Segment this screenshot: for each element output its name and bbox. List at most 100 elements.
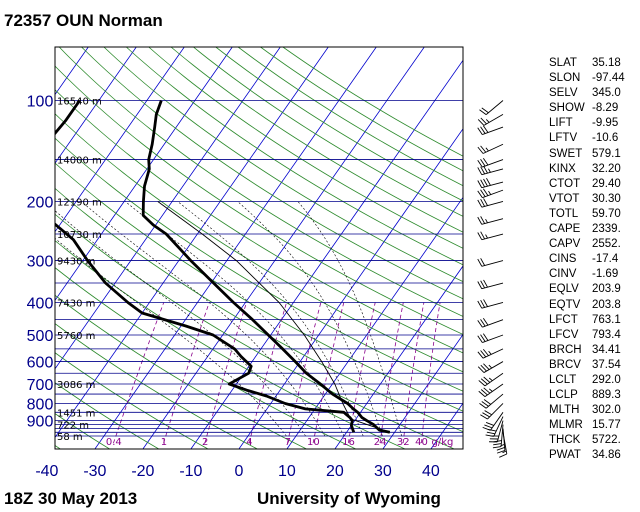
- index-name: KINX: [549, 162, 576, 175]
- height-label: 7430 m: [57, 298, 95, 309]
- barb-staff: [482, 319, 504, 328]
- wind-barb: [477, 143, 504, 154]
- barb-staff: [496, 420, 504, 443]
- barb-feather: [480, 350, 487, 358]
- barb-feather: [482, 348, 489, 356]
- mixing-ratio-line: [379, 302, 404, 444]
- isotherm-line: [142, 47, 425, 449]
- pressure-tick-label: 400: [27, 295, 54, 312]
- dry-adiabat-line: [58, 47, 463, 317]
- height-label: 58 m: [57, 432, 83, 443]
- dry-adiabat-line: [55, 213, 455, 449]
- barb-feather: [477, 146, 484, 154]
- barb-feather: [492, 446, 502, 449]
- barb-feather: [480, 231, 486, 240]
- wind-barb: [482, 412, 504, 431]
- barb-feather: [480, 258, 486, 266]
- parcel-path-line: [157, 201, 390, 433]
- mixing-ratio-line: [312, 302, 345, 444]
- index-name: SLAT: [549, 57, 577, 69]
- dry-adiabat-line: [193, 47, 463, 217]
- dry-adiabat-line: [103, 47, 463, 283]
- index-row-cinv: CINV -1.69: [549, 267, 639, 282]
- pressure-tick-label: 600: [27, 355, 54, 372]
- temperature-tick-label: 10: [278, 463, 296, 480]
- dry-adiabat-line: [260, 47, 463, 172]
- observation-time: 18Z 30 May 2013: [4, 489, 138, 508]
- index-name: CINS: [549, 253, 577, 266]
- barb-staff: [481, 233, 504, 241]
- dry-adiabat-line: [55, 89, 463, 354]
- index-value: -97.44: [592, 72, 625, 85]
- index-row-swet: SWET 579.1: [549, 147, 639, 162]
- barb-staff: [482, 334, 504, 343]
- dry-adiabat-line: [237, 47, 463, 187]
- barb-feather: [480, 280, 486, 289]
- wind-barb: [477, 333, 504, 343]
- index-name: TOTL: [549, 207, 579, 220]
- dry-adiabat-line: [55, 65, 463, 335]
- isotherm-line: [55, 47, 233, 301]
- barb-feather: [477, 190, 483, 198]
- barb-staff: [484, 372, 504, 387]
- barb-staff: [482, 143, 504, 154]
- index-value: 5722.: [592, 434, 621, 447]
- barb-feather: [481, 401, 489, 407]
- temperature-tick-label: -10: [179, 463, 202, 480]
- index-row-cape: CAPE 2339.: [549, 222, 639, 237]
- dry-adiabat-line: [126, 47, 463, 266]
- barb-feather: [477, 351, 484, 359]
- barb-feather: [480, 126, 486, 134]
- wind-barb: [478, 372, 504, 387]
- barb-feather: [482, 426, 491, 431]
- wind-barb: [477, 157, 504, 168]
- mixing-ratio-line: [113, 302, 165, 444]
- barb-staff: [483, 361, 504, 373]
- index-value: 34.86: [592, 449, 621, 462]
- index-value: 203.8: [592, 298, 621, 311]
- wind-barb: [480, 403, 504, 420]
- mixing-ratio-line: [204, 302, 247, 444]
- mixing-ratio-line: [248, 302, 287, 444]
- barb-feather: [483, 178, 488, 187]
- barb-feather: [496, 450, 506, 454]
- index-row-cins: CINS -17.4: [549, 252, 639, 267]
- barb-half-feather: [488, 377, 493, 382]
- barb-feather: [477, 216, 483, 225]
- index-value: 15.77: [592, 419, 621, 432]
- index-row-lclt: LCLT 292.0: [549, 373, 639, 388]
- barb-feather: [477, 320, 483, 328]
- index-row-lftv: LFTV -10.6: [549, 131, 639, 146]
- wind-barb: [477, 216, 504, 225]
- barb-staff: [481, 302, 504, 309]
- wind-barb: [477, 318, 504, 328]
- barb-half-feather: [485, 119, 490, 123]
- temperature-tick-label: -20: [131, 463, 154, 480]
- height-label: 10730 m: [57, 230, 102, 241]
- wind-barb: [477, 177, 504, 189]
- barb-feather: [483, 279, 488, 288]
- barb-feather: [480, 166, 486, 175]
- barb-feather: [485, 434, 494, 437]
- wind-barb: [477, 198, 504, 208]
- barb-staff: [483, 113, 504, 126]
- wind-barb: [477, 113, 504, 126]
- barb-feather: [486, 431, 496, 435]
- index-row-brch: BRCH 34.41: [549, 343, 639, 358]
- barb-staff: [487, 403, 504, 420]
- barb-feather: [480, 364, 487, 372]
- dry-adiabat-line: [148, 47, 463, 249]
- wind-barb: [479, 393, 504, 409]
- isotherm-line: [55, 47, 185, 233]
- index-value: -10.6: [592, 132, 619, 145]
- barb-feather: [483, 299, 488, 307]
- mixing-ratio-label: 32: [397, 437, 410, 448]
- index-row-lfct: LFCT 763.1: [549, 313, 639, 328]
- isotherm-line: [94, 47, 377, 449]
- moist-adiabat-line: [125, 201, 345, 437]
- mixing-ratio-label: 24: [374, 437, 387, 448]
- wind-barb: [477, 279, 504, 290]
- index-value: 302.0: [592, 404, 621, 417]
